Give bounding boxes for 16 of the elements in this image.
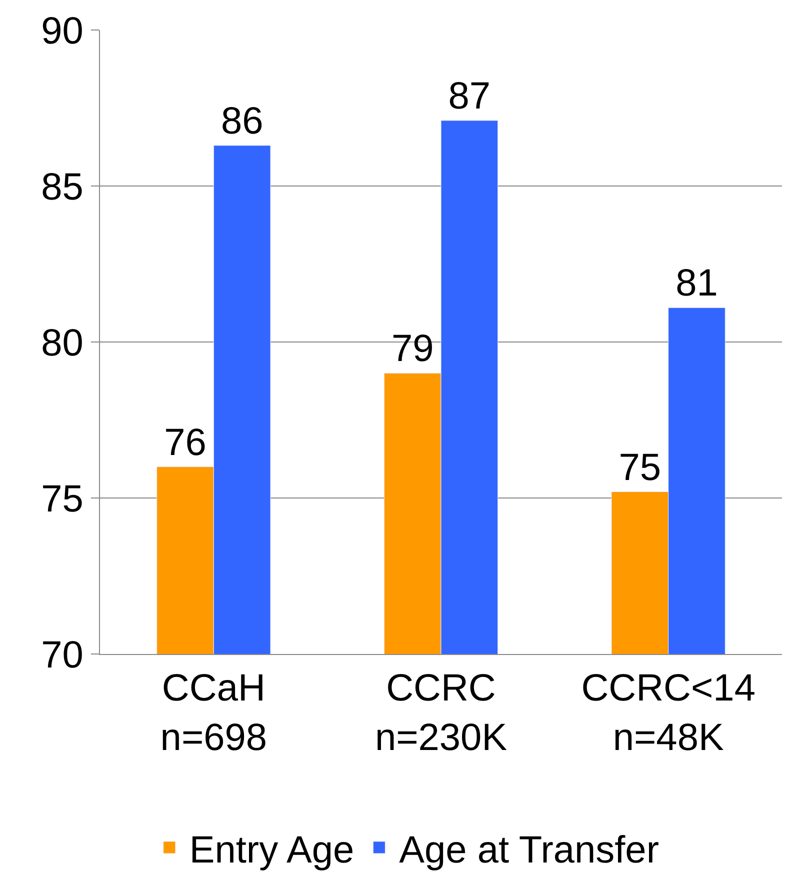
x-tick-label: CCRC<14 n=48K [581, 668, 756, 759]
data-label: 76 [164, 422, 206, 464]
legend-label: Entry Age [189, 829, 354, 872]
legend-label: Age at Transfer [399, 829, 660, 872]
y-tick-label: 85 [41, 166, 84, 208]
data-label: 75 [618, 446, 662, 489]
data-label: 81 [676, 262, 718, 305]
data-label: 87 [448, 75, 491, 118]
y-tick-label: 70 [41, 634, 84, 676]
y-tick-label: 80 [41, 322, 84, 364]
x-tick-label: CCRC n=230K [374, 668, 508, 759]
data-label: 79 [391, 328, 434, 370]
y-tick-label: 75 [41, 478, 84, 520]
data-label: 86 [220, 100, 264, 142]
x-tick-label: CCaH n=698 [160, 668, 268, 759]
y-tick-label: 90 [41, 10, 84, 52]
